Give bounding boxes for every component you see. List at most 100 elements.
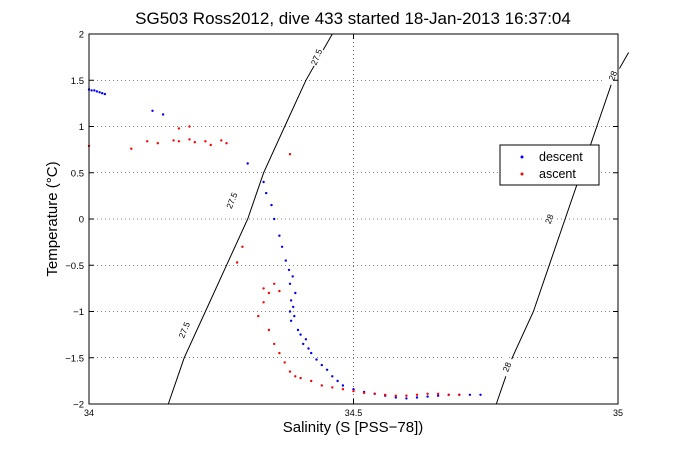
ascent-point	[225, 142, 228, 145]
ascent-point	[415, 393, 419, 396]
descent-point	[90, 89, 93, 92]
contour-label: 28	[606, 69, 619, 82]
contour-label-bg	[540, 208, 559, 230]
descent-point	[161, 113, 165, 116]
descent-point	[299, 333, 302, 336]
legend-marker-descent	[520, 155, 524, 159]
descent-point	[292, 305, 295, 309]
ascent-point	[267, 328, 271, 332]
descent-point	[289, 299, 293, 302]
ascent-point	[299, 376, 302, 380]
descent-point	[426, 395, 429, 398]
ascent-point	[320, 384, 323, 387]
descent-point	[288, 282, 292, 285]
descent-point	[307, 347, 310, 350]
ascent-point	[283, 361, 286, 364]
ascent-point	[294, 375, 297, 378]
ascent-point	[394, 394, 397, 397]
descent-point	[262, 180, 265, 184]
descent-point	[278, 234, 281, 237]
ascent-point	[188, 125, 191, 128]
y-tick-label: −1	[73, 307, 84, 318]
ascent-point	[426, 392, 429, 395]
legend-label-descent: descent	[539, 150, 583, 164]
ascent-point	[352, 389, 355, 393]
x-tick-label: 35	[613, 408, 623, 418]
descent-point	[331, 375, 334, 378]
x-tick-label: 34	[84, 408, 94, 418]
ascent-point	[177, 140, 181, 143]
descent-point	[294, 291, 297, 295]
contour-label-bg	[175, 319, 194, 341]
y-tick-label: −2	[73, 400, 84, 411]
contour-label-bg	[307, 46, 326, 68]
x-tick-label: 34.5	[345, 408, 363, 418]
contour-label-bg	[497, 356, 516, 378]
descent-point	[246, 162, 249, 165]
data-points	[87, 88, 482, 400]
contour-line-27-5	[167, 33, 333, 405]
descent-point	[273, 217, 276, 221]
ascent-point	[241, 245, 244, 248]
descent-point	[415, 396, 419, 399]
descent-point	[352, 388, 355, 391]
descent-point	[296, 328, 300, 332]
axis-ticks: 34 34.5 35 −2 −1.5 −1 −0.5 0 0.5 1 1.5 2	[65, 30, 623, 419]
ascent-point	[310, 379, 313, 383]
contour-line-28	[495, 52, 630, 405]
descent-point	[151, 109, 154, 113]
legend-box	[499, 144, 600, 186]
ascent-point	[362, 391, 366, 395]
descent-point	[302, 342, 305, 346]
ascent-point	[341, 388, 345, 391]
descent-point	[265, 191, 268, 195]
ascent-point	[447, 393, 450, 396]
descent-point	[95, 90, 99, 93]
descent-point	[479, 393, 482, 396]
ascent-point	[331, 386, 334, 389]
ascent-point	[257, 314, 260, 318]
y-axis-label: Temperature (°C)	[44, 161, 61, 276]
descent-point	[280, 245, 284, 248]
descent-point	[289, 319, 293, 322]
y-tick-label: 1	[79, 122, 84, 133]
ascent-point	[177, 127, 181, 130]
y-tick-label: 0.5	[71, 168, 84, 179]
ascent-point	[156, 142, 159, 145]
descent-point	[270, 203, 273, 207]
descent-point	[288, 310, 292, 313]
legend-marker-ascent	[520, 172, 524, 176]
y-tick-label: −0.5	[65, 261, 84, 272]
y-tick-label: 1.5	[71, 76, 84, 87]
descent-point	[304, 338, 308, 341]
ascent-point	[235, 261, 239, 264]
descent-point	[320, 363, 323, 367]
legend-label-ascent: ascent	[539, 167, 576, 181]
descent-point	[394, 396, 397, 399]
ascent-point	[193, 141, 196, 144]
ascent-point	[172, 139, 175, 142]
descent-point	[468, 393, 472, 396]
descent-point	[325, 368, 329, 371]
descent-point	[103, 92, 107, 96]
ascent-point	[405, 394, 408, 397]
chart-title: SG503 Ross2012, dive 433 started 18-Jan-…	[135, 9, 571, 28]
ascent-point	[146, 140, 149, 143]
ascent-point	[458, 393, 461, 396]
descent-point	[341, 384, 345, 387]
y-tick-label: 2	[79, 30, 84, 41]
ascent-point	[220, 139, 223, 142]
descent-point	[310, 351, 313, 355]
descent-point	[93, 89, 96, 92]
contour-label: 28	[501, 360, 514, 373]
legend: descent ascent	[499, 144, 600, 186]
descent-point	[101, 92, 104, 95]
x-axis-label: Salinity (S [PSS−78])	[283, 419, 423, 436]
ascent-point	[288, 370, 292, 373]
contour-label: 28	[543, 212, 556, 225]
ascent-point	[384, 393, 387, 396]
contour-label-bg	[603, 65, 622, 87]
ascent-point	[267, 291, 271, 295]
